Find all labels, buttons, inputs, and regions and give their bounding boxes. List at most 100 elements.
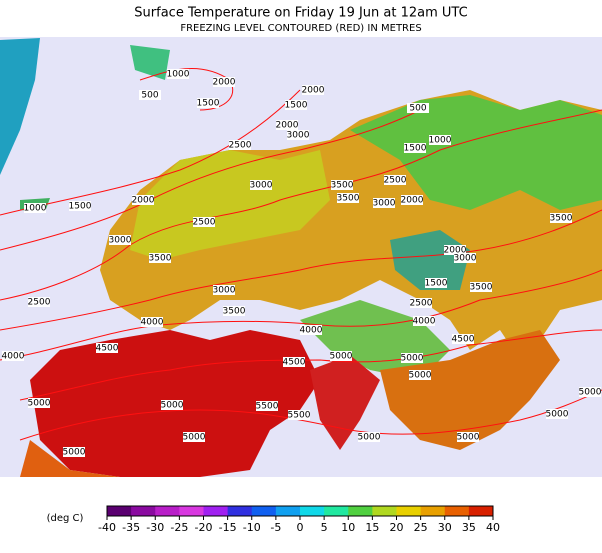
- contour-label-box: [139, 90, 161, 100]
- colorbar-segment: [300, 506, 325, 516]
- contour-label: 3000: [250, 181, 273, 191]
- title: Surface Temperature on Friday 19 Jun at …: [134, 6, 467, 21]
- contour-label: 2500: [193, 218, 216, 228]
- contour-label: 5000: [330, 352, 353, 362]
- africa-south: [20, 440, 120, 477]
- contour-label-box: [213, 285, 235, 295]
- colorbar-segment: [107, 506, 132, 516]
- colorbar-segment: [348, 506, 373, 516]
- contour-label-box: [276, 120, 298, 130]
- contour-label-box: [28, 297, 50, 307]
- southeast-asia: [380, 330, 560, 450]
- colorbar-tick-label: -15: [219, 521, 237, 534]
- contour-label-box: [132, 195, 154, 205]
- subtitle: FREEZING LEVEL CONTOURED (RED) IN METRES: [180, 23, 421, 34]
- contour-label-box: [285, 100, 307, 110]
- contour-label-box: [24, 203, 46, 213]
- contour-label-box: [69, 201, 91, 211]
- colorbar-segment: [468, 506, 494, 516]
- contour-label-box: [197, 98, 219, 108]
- map: 1000200050015002000150020003000500100015…: [0, 37, 602, 477]
- contour-label-box: [358, 432, 380, 442]
- contour-label-box: [425, 278, 447, 288]
- contour-label: 5000: [457, 433, 480, 443]
- contour-label: 1500: [197, 99, 220, 109]
- contour-label-box: [429, 135, 451, 145]
- contour-label: 500: [141, 91, 158, 101]
- contour-label: 5000: [161, 401, 184, 411]
- contour-label-box: [444, 245, 466, 255]
- contour-label: 3500: [331, 181, 354, 191]
- contour-label: 3000: [373, 199, 396, 209]
- contour-label: 1000: [429, 136, 452, 146]
- contour-label: 2500: [410, 299, 433, 309]
- contour-label-box: [579, 387, 601, 397]
- contour-label: 4500: [283, 358, 306, 368]
- india: [310, 355, 380, 450]
- contour-label-box: [452, 334, 474, 344]
- contour-label: 5000: [409, 371, 432, 381]
- contour-label-box: [250, 180, 272, 190]
- contour-label: 1500: [425, 279, 448, 289]
- contour-label-box: [28, 398, 50, 408]
- contour-label: 5000: [63, 448, 86, 458]
- contour-label: 3500: [149, 254, 172, 264]
- colorbar-tick-label: -35: [122, 521, 140, 534]
- contour-label: 2000: [444, 246, 467, 256]
- contour-label-box: [330, 351, 352, 361]
- contour-label-box: [401, 195, 423, 205]
- contour-label: 2000: [302, 86, 325, 96]
- contour-label: 4000: [2, 352, 25, 362]
- contour-label: 2500: [28, 298, 51, 308]
- contour-labels: 1000200050015002000150020003000500100015…: [2, 69, 602, 458]
- colorbar-tick-label: -5: [270, 521, 281, 534]
- contour-label-box: [337, 193, 359, 203]
- colorbar-tick-label: 10: [341, 521, 355, 534]
- contour-label: 5000: [401, 354, 424, 364]
- contour-label: 2500: [229, 141, 252, 151]
- colorbar-segment: [444, 506, 470, 516]
- contour-label-box: [283, 357, 305, 367]
- contour-label: 3500: [223, 307, 246, 317]
- contour-label: 3000: [213, 286, 236, 296]
- contour-label: 5000: [546, 410, 569, 420]
- contour-label: 1000: [167, 70, 190, 80]
- colorbar-tick-label: 5: [321, 521, 328, 534]
- colorbar-segment: [179, 506, 204, 516]
- contour-label-box: [149, 253, 171, 263]
- colorbar: -40 -35 -30 -25 -20 -15 -10 -5 0 5 10 15 20 25 30 35 40: [98, 505, 500, 534]
- contour-label-box: [256, 401, 278, 411]
- contour-label: 3500: [550, 214, 573, 224]
- contour-label-box: [331, 180, 353, 190]
- contour-label-box: [407, 103, 429, 113]
- contour-label-box: [401, 353, 423, 363]
- contour-label: 1500: [69, 202, 92, 212]
- colorbar-tick-label: 20: [390, 521, 404, 534]
- contour-label-box: [546, 409, 568, 419]
- colorbar-tick-label: -25: [170, 521, 188, 534]
- contour-label: 500: [409, 104, 426, 114]
- colorbar-segment: [251, 506, 277, 516]
- contour-label-box: [193, 217, 215, 227]
- colorbar-tick-label: -20: [195, 521, 213, 534]
- colorbar-tick-label: -30: [146, 521, 164, 534]
- colorbar-segment: [372, 506, 397, 516]
- contour-label-box: [288, 410, 310, 420]
- colorbar-tick-label: -10: [243, 521, 261, 534]
- svalbard: [130, 45, 170, 80]
- colorbar-segment: [420, 506, 446, 516]
- contour-label-box: [109, 235, 131, 245]
- contour-label-box: [302, 85, 324, 95]
- colorbar-segment: [131, 506, 156, 516]
- contour-label-box: [161, 400, 183, 410]
- contour-label: 5000: [358, 433, 381, 443]
- colorbar-segment: [275, 506, 301, 516]
- contour-label-box: [470, 282, 492, 292]
- colorbar-tick-label: 35: [462, 521, 476, 534]
- colorbar-segment: [155, 506, 180, 516]
- colorbar-tick-label: 30: [438, 521, 452, 534]
- contour-label-box: [96, 343, 118, 353]
- colorbar-segment: [324, 506, 349, 516]
- colorbar-segment: [396, 506, 422, 516]
- contour-label: 3500: [470, 283, 493, 293]
